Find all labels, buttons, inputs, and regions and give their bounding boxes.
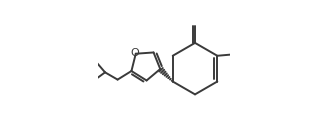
Text: O: O [131, 48, 140, 58]
